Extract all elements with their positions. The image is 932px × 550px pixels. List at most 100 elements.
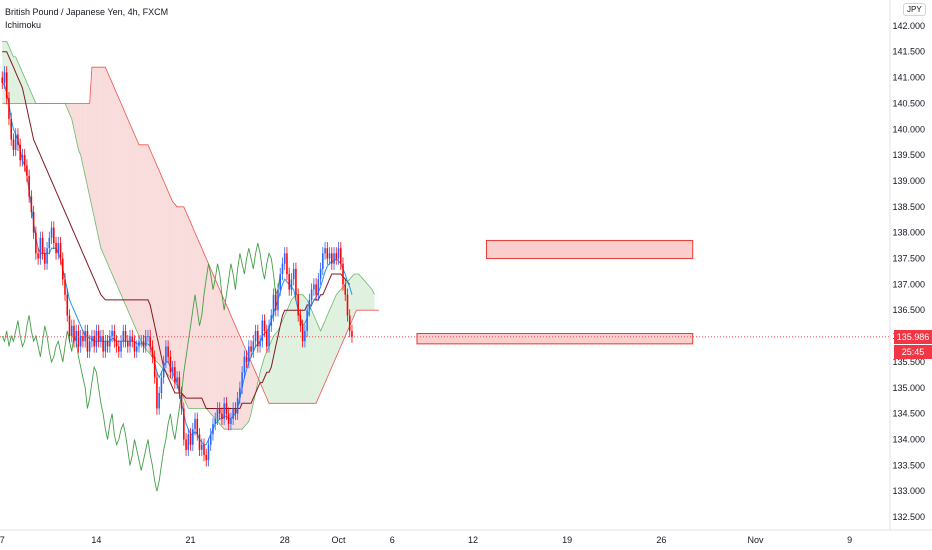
candle-body <box>331 253 333 264</box>
cloud-segment <box>67 103 70 114</box>
time-axis[interactable]: 7 14 21 28 Oct 6 12 19 26 Nov 9 <box>0 535 852 545</box>
cloud-segment <box>208 263 211 414</box>
candle-body <box>200 444 203 450</box>
price-tick-label: 134.000 <box>892 435 925 445</box>
candle-body <box>239 387 241 399</box>
cloud-segment <box>228 310 231 430</box>
cloud-segment <box>147 144 151 355</box>
candle-body <box>129 336 131 347</box>
cloud-segment <box>369 286 373 311</box>
candle-body <box>337 248 340 259</box>
candle-body <box>223 403 225 419</box>
cloud-segment <box>230 315 234 430</box>
cloud-segment <box>302 294 305 404</box>
candle-body <box>156 377 158 409</box>
candle-body <box>185 439 187 450</box>
candle-body <box>270 315 273 326</box>
candle-body <box>212 424 214 435</box>
candle-body <box>304 330 306 342</box>
cloud-segment <box>17 62 21 104</box>
candle-body <box>209 434 212 445</box>
cloud-segment <box>130 124 133 321</box>
cloud-segment <box>125 113 128 311</box>
cloud-segment <box>233 320 236 430</box>
cloud-segment <box>291 297 294 404</box>
candle-body <box>115 341 118 347</box>
candle-body <box>21 155 24 161</box>
cloud-segment <box>98 67 101 249</box>
cloud-segment <box>82 103 86 176</box>
candle-body <box>14 134 17 150</box>
candle-body <box>162 361 165 378</box>
candle-body <box>254 330 257 342</box>
price-tick-label: 135.500 <box>892 357 925 367</box>
cloud-segment <box>136 139 139 337</box>
candle-body <box>91 336 93 342</box>
candle-body <box>274 294 277 311</box>
indicator-label[interactable]: Ichimoku <box>5 20 42 30</box>
cloud-segment <box>239 336 243 430</box>
cloud-segment <box>78 103 81 156</box>
candle-body <box>104 341 107 352</box>
time-tick-label: 14 <box>91 535 101 545</box>
symbol-title: British Pound / Japanese Yen, 4h, FXCM <box>5 7 169 17</box>
cloud-segment <box>280 320 283 404</box>
price-tick-label: 142.000 <box>892 21 925 31</box>
price-tick-label: 133.500 <box>892 460 925 470</box>
candle-body <box>3 72 6 83</box>
cloud-segment <box>188 217 191 409</box>
candle-body <box>259 341 261 347</box>
price-axis[interactable]: 132.500 133.000 133.500 134.000 134.500 135.0… <box>892 21 925 522</box>
cloud-segment <box>354 274 357 316</box>
cloud-segment <box>262 356 265 393</box>
candle-body <box>153 356 156 378</box>
candle-body <box>120 341 122 352</box>
candle-body <box>53 227 55 244</box>
candle-body <box>295 268 297 295</box>
candle-body <box>250 346 252 352</box>
cloud-segment <box>295 294 299 404</box>
cloud-segment <box>127 118 131 316</box>
ichimoku-cloud <box>2 41 375 430</box>
candle-body <box>236 398 239 414</box>
cloud-segment <box>325 315 328 383</box>
cloud-segment <box>118 98 122 295</box>
candle-body <box>232 408 234 419</box>
candle-body <box>8 98 10 119</box>
candle-body <box>151 346 154 357</box>
cloud-segment <box>143 144 146 350</box>
candle-body <box>328 253 331 259</box>
cloud-segment <box>210 268 213 417</box>
candle-body <box>48 237 51 249</box>
candle-body <box>100 336 102 342</box>
time-tick-label: Nov <box>747 535 764 545</box>
price-tick-label: 134.500 <box>892 409 925 419</box>
candle-body <box>187 434 190 450</box>
candle-body <box>5 72 8 99</box>
candle-body <box>111 330 113 337</box>
cloud-segment <box>103 67 106 259</box>
cloud-segment <box>116 93 119 290</box>
time-tick-label: 9 <box>847 535 852 545</box>
cloud-segment <box>199 243 202 409</box>
cloud-segment <box>186 212 189 409</box>
candle-body <box>333 253 335 264</box>
cloud-segment <box>271 336 274 404</box>
candle-body <box>176 377 178 383</box>
time-tick-label: Oct <box>332 535 347 545</box>
base-line <box>2 51 351 409</box>
cloud-segment <box>313 315 317 404</box>
candle-body <box>221 413 223 419</box>
candle-body <box>322 253 324 269</box>
candle-body <box>142 341 145 347</box>
candle-body <box>194 418 196 430</box>
cloud-segment <box>215 279 218 422</box>
price-tick-label: 141.000 <box>892 73 925 83</box>
cloud-segment <box>96 67 99 238</box>
cloud-segment <box>320 325 323 393</box>
candle-body <box>277 289 279 311</box>
candle-body <box>144 336 147 347</box>
currency-unit-button[interactable]: JPY <box>903 3 926 16</box>
candle-body <box>59 243 62 259</box>
